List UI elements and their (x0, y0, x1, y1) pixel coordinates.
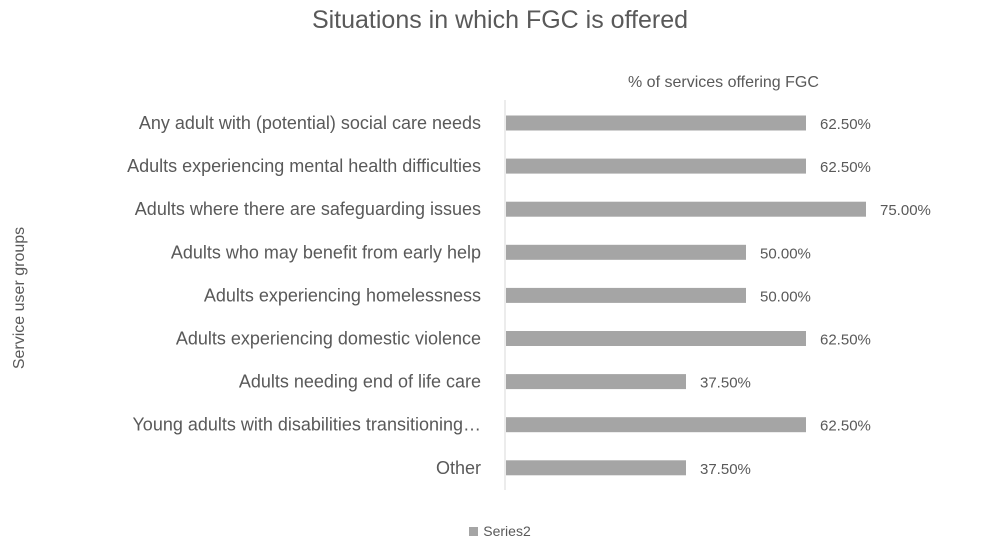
category-label: Any adult with (potential) social care n… (139, 113, 481, 133)
category-label: Adults who may benefit from early help (171, 242, 481, 262)
data-label: 75.00% (880, 202, 931, 219)
category-label: Other (436, 458, 481, 478)
category-label: Young adults with disabilities transitio… (132, 415, 481, 435)
bar (506, 287, 746, 303)
data-label: 37.50% (700, 461, 751, 478)
data-label: 50.00% (760, 288, 811, 305)
bar (506, 331, 806, 346)
legend: Series2 (0, 523, 1000, 539)
data-label: 50.00% (760, 245, 811, 262)
data-label: 62.50% (820, 116, 871, 133)
bar (506, 158, 806, 174)
category-label: Adults experiencing homelessness (204, 285, 481, 305)
category-label: Adults where there are safeguarding issu… (135, 199, 481, 219)
data-label: 37.50% (700, 375, 751, 392)
bar (506, 460, 686, 476)
legend-label: Series2 (483, 523, 531, 539)
legend-swatch (469, 527, 479, 536)
bar (506, 244, 746, 260)
data-label: 62.50% (820, 418, 871, 435)
category-label: Adults experiencing domestic violence (176, 329, 481, 349)
bar (506, 417, 806, 433)
chart-title: Situations in which FGC is offered (311, 6, 689, 34)
data-label: 62.50% (820, 159, 871, 176)
bar (506, 115, 806, 131)
category-label: Adults experiencing mental health diffic… (127, 156, 481, 176)
category-label: Adults needing end of life care (239, 372, 481, 392)
bar (506, 374, 686, 390)
x-axis-label: % of services offering FGC (628, 74, 819, 91)
bar (506, 201, 866, 217)
data-label: 62.50% (820, 332, 871, 349)
